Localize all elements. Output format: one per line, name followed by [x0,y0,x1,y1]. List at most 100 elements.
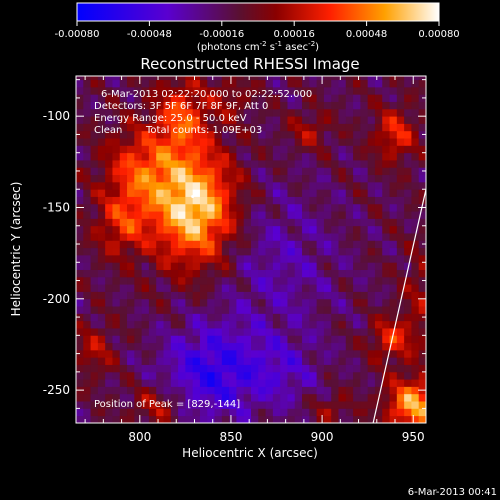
heatmap-pixel [163,254,172,263]
heatmap-pixel [367,254,376,263]
heatmap-pixel [90,174,99,183]
heatmap-pixel [367,130,376,139]
heatmap-pixel [316,211,325,219]
heatmap-pixel [112,101,121,110]
heatmap-pixel [316,240,325,249]
heatmap-pixel [345,306,354,314]
heatmap-pixel [316,371,325,380]
heatmap-pixel [178,313,186,322]
heatmap-pixel [418,79,426,88]
heatmap-pixel [418,123,426,132]
heatmap-pixel [192,306,201,314]
heatmap-pixel [309,262,318,270]
heatmap-pixel [236,276,245,285]
heatmap-pixel [112,247,121,256]
heatmap-pixel [374,130,383,139]
heatmap-pixel [178,254,186,263]
heatmap-pixel [119,247,128,256]
heatmap-pixel [185,94,194,102]
heatmap-pixel [302,342,310,351]
heatmap-pixel [163,101,172,110]
heatmap-pixel [331,320,339,329]
heatmap-pixel [302,298,310,307]
heatmap-pixel [331,79,339,88]
heatmap-pixel [316,284,325,292]
heatmap-pixel [367,349,376,358]
heatmap-pixel [418,364,426,373]
heatmap-pixel [280,357,288,365]
heatmap-pixel [302,181,310,190]
heatmap-pixel [294,401,303,409]
heatmap-pixel [389,298,398,307]
heatmap-pixel [338,335,347,344]
heatmap-pixel [418,225,426,234]
heatmap-pixel [229,189,237,197]
heatmap-pixel [112,393,121,402]
heatmap-pixel [251,218,259,227]
heatmap-pixel [185,196,194,205]
heatmap-pixel [265,386,274,395]
heatmap-pixel [192,76,201,81]
heatmap-pixel [287,349,296,358]
heatmap-pixel [178,76,186,81]
heatmap-pixel [243,276,252,285]
heatmap-pixel [229,364,237,373]
heatmap-pixel [170,393,179,402]
heatmap-pixel [105,371,113,380]
heatmap-pixel [331,167,339,176]
heatmap-pixel [105,357,113,365]
heatmap-pixel [127,233,135,241]
heatmap-pixel [163,138,172,146]
heatmap-pixel [382,167,390,176]
heatmap-pixel [389,76,398,81]
heatmap-pixel [163,262,172,270]
heatmap-pixel [236,386,245,395]
heatmap-pixel [192,364,201,373]
heatmap-pixel [134,254,143,263]
heatmap-pixel [389,108,398,117]
heatmap-pixel [353,123,361,132]
heatmap-pixel [105,116,113,124]
heatmap-pixel [331,247,339,256]
heatmap-pixel [76,160,84,168]
heatmap-pixel [331,196,339,205]
heatmap-pixel [185,335,194,344]
heatmap-pixel [367,189,376,197]
heatmap-pixel [323,116,332,124]
heatmap-pixel [367,393,376,402]
heatmap-pixel [221,196,230,205]
heatmap-pixel [411,116,420,124]
heatmap-pixel [170,79,179,88]
heatmap-pixel [127,298,135,307]
heatmap-pixel [316,123,325,132]
heatmap-pixel [396,116,405,124]
heatmap-pixel [265,415,274,423]
heatmap-pixel [156,320,164,329]
heatmap-pixel [287,218,296,227]
heatmap-pixel [229,76,237,81]
heatmap-pixel [236,328,245,336]
heatmap-pixel [323,357,332,365]
heatmap-pixel [302,211,310,219]
heatmap-pixel [199,108,208,117]
heatmap-pixel [199,291,208,300]
heatmap-pixel [287,101,296,110]
heatmap-pixel [90,167,99,176]
heatmap-pixel [207,379,215,387]
heatmap-pixel [411,415,420,423]
heatmap-pixel [360,203,369,212]
heatmap-pixel [396,196,405,205]
heatmap-pixel [170,328,179,336]
heatmap-pixel [345,247,354,256]
heatmap-pixel [156,123,164,132]
heatmap-pixel [411,101,420,110]
heatmap-pixel [119,291,128,300]
heatmap-pixel [323,225,332,234]
heatmap-pixel [163,174,172,183]
heatmap-pixel [404,189,412,197]
heatmap-pixel [316,108,325,117]
heatmap-pixel [119,313,128,322]
heatmap-pixel [170,145,179,154]
heatmap-pixel [112,86,121,95]
heatmap-pixel [309,291,318,300]
